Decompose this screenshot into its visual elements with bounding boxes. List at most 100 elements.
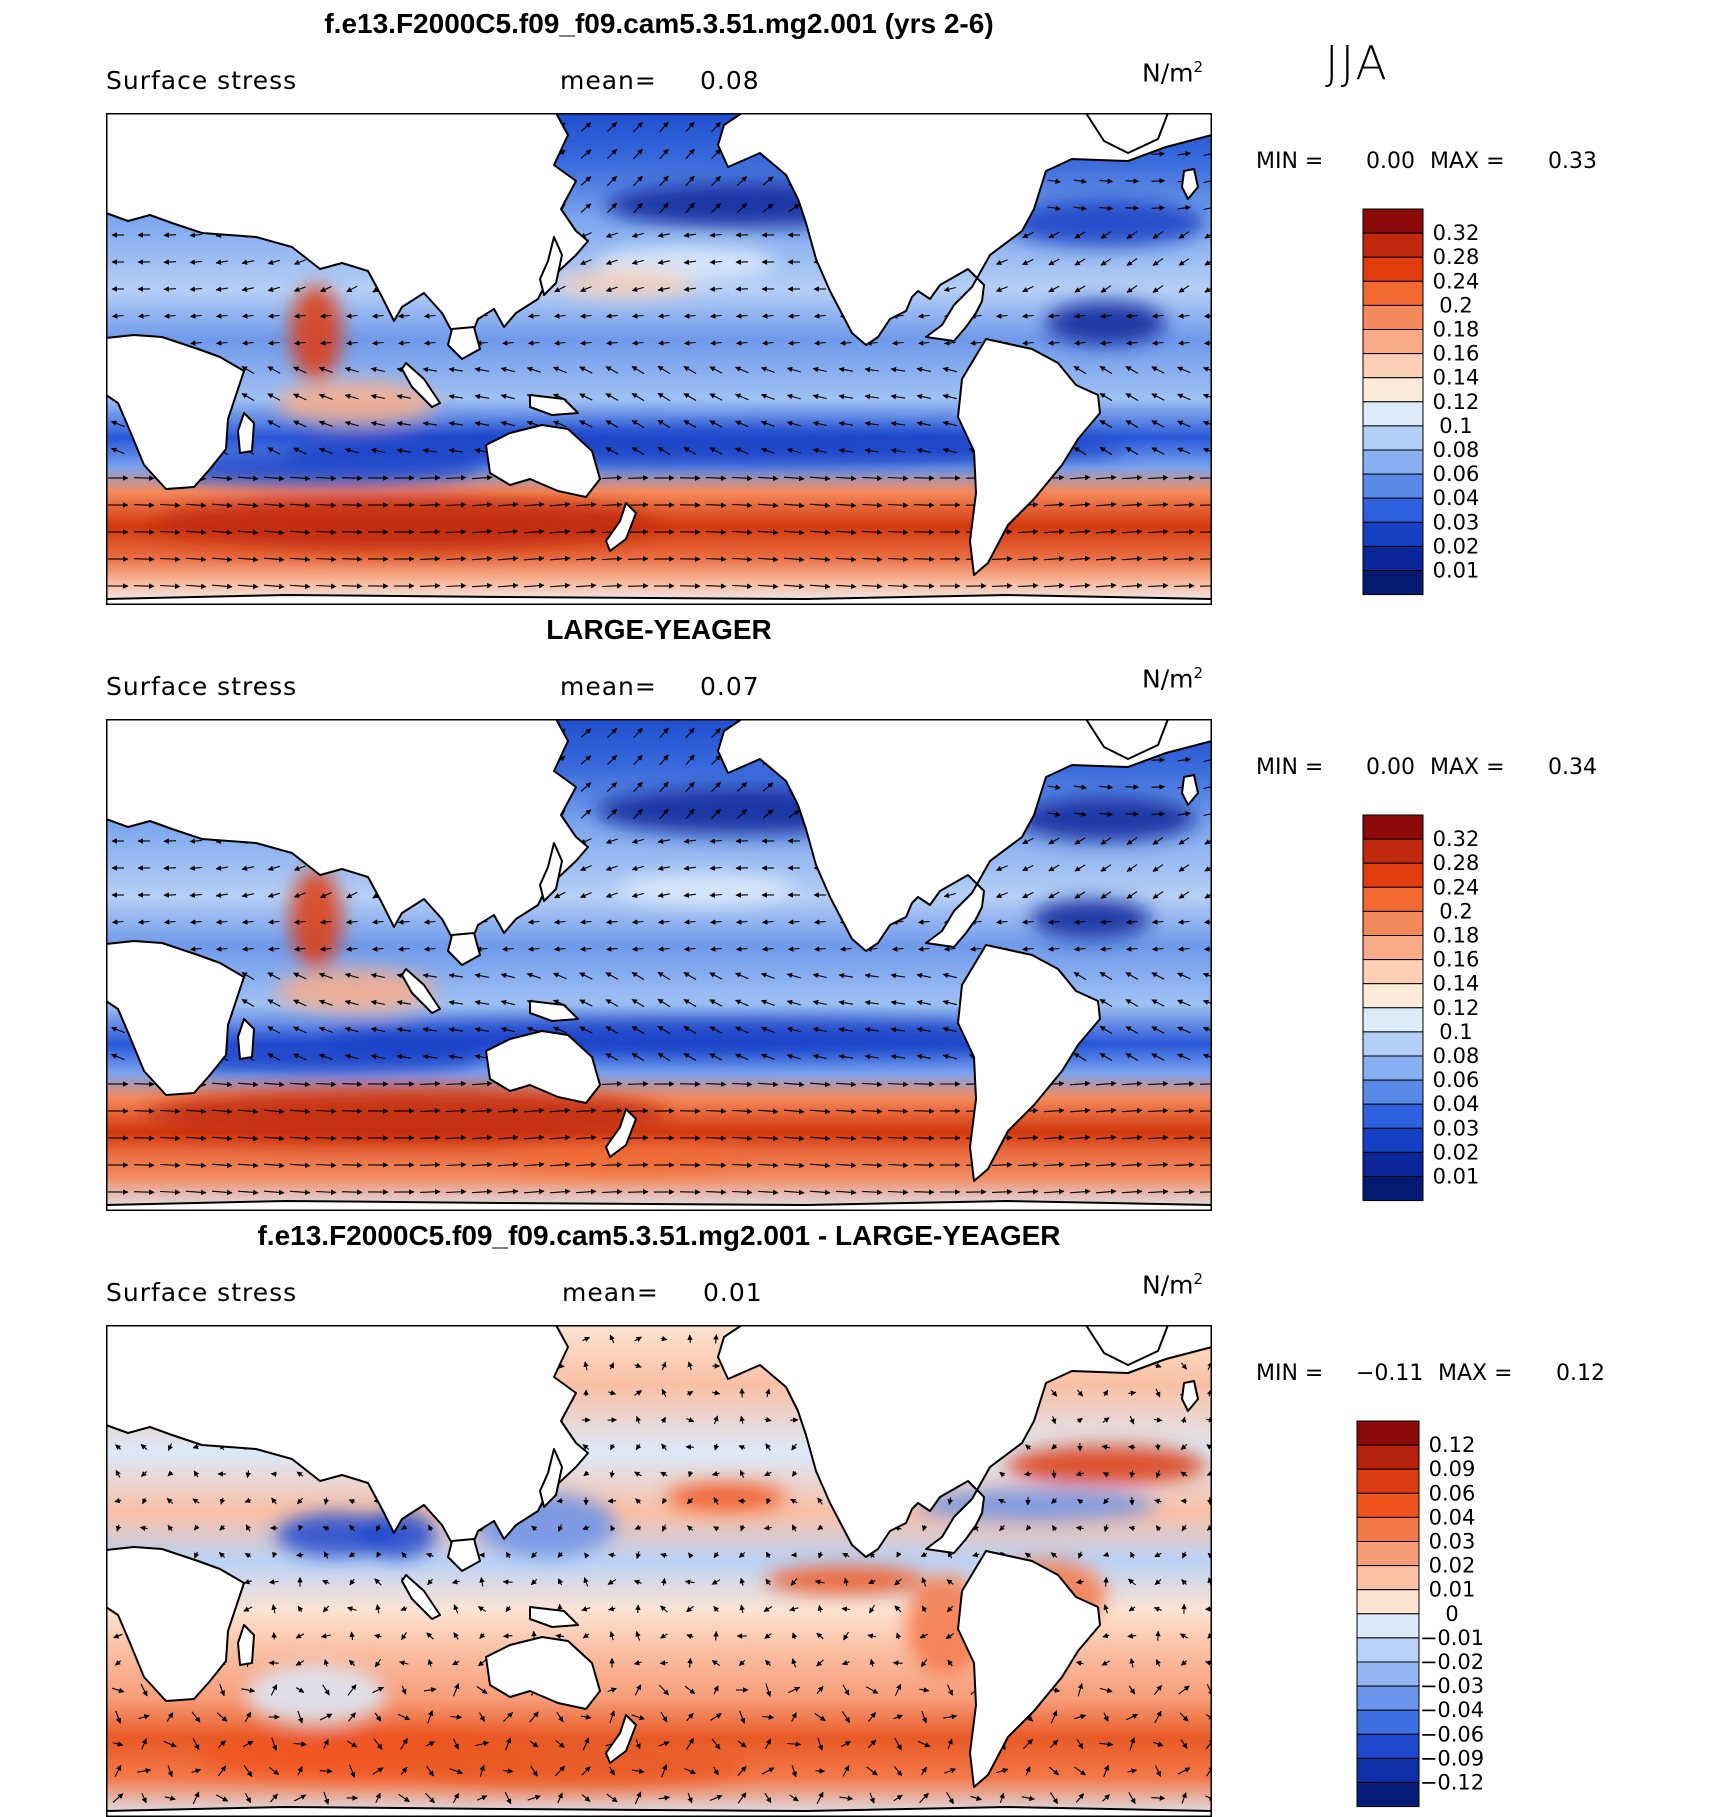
stress-vector bbox=[134, 1165, 154, 1166]
stress-vector bbox=[914, 586, 934, 587]
colorbar-swatch bbox=[1357, 1782, 1419, 1806]
panel-3-title: f.e13.F2000C5.f09_f09.cam5.3.51.mg2.001 … bbox=[106, 1220, 1212, 1252]
colorbar-label: 0.04 bbox=[1429, 1505, 1476, 1529]
colorbar-swatch bbox=[1363, 426, 1423, 450]
panel-1-map-svg bbox=[106, 113, 1212, 605]
panel-2-mean-value: 0.07 bbox=[700, 672, 760, 701]
stress-vector bbox=[914, 1192, 934, 1193]
stress-vector bbox=[914, 1111, 934, 1112]
colorbar-label: −0.12 bbox=[1420, 1770, 1484, 1794]
colorbar-swatch bbox=[1363, 839, 1423, 863]
colorbar-label: 0.24 bbox=[1433, 269, 1480, 293]
colorbar-swatch bbox=[1363, 1056, 1423, 1080]
panel-1-units: N/m2 bbox=[1142, 58, 1203, 87]
stress-vector bbox=[342, 559, 362, 560]
colorbar-swatch bbox=[1363, 498, 1423, 522]
colorbar-label: 0.16 bbox=[1433, 948, 1480, 972]
colorbar-label: 0.01 bbox=[1433, 1164, 1480, 1188]
colorbar-label: 0.09 bbox=[1429, 1457, 1476, 1481]
colorbar-swatch bbox=[1363, 233, 1423, 257]
colorbar-swatch bbox=[1363, 1104, 1423, 1128]
colorbar-swatch bbox=[1357, 1590, 1419, 1614]
colorbar-swatch bbox=[1357, 1686, 1419, 1710]
colorbar-label: 0.06 bbox=[1433, 1068, 1480, 1092]
panel-2-colorbar-svg: 0.320.280.240.20.180.160.140.120.10.080.… bbox=[1362, 814, 1502, 1202]
stress-feature bbox=[246, 1665, 386, 1725]
stress-feature bbox=[1046, 301, 1166, 345]
stress-vector bbox=[1129, 1447, 1136, 1448]
colorbar-label: 0.02 bbox=[1433, 534, 1480, 558]
panel-3-map-svg bbox=[106, 1325, 1212, 1817]
stress-vector bbox=[503, 1582, 512, 1583]
colorbar-label: 0.02 bbox=[1433, 1140, 1480, 1164]
stress-vector bbox=[690, 1335, 691, 1343]
stress-vector bbox=[1152, 208, 1165, 209]
colorbar-swatch bbox=[1357, 1421, 1419, 1445]
colorbar-label: 0.18 bbox=[1433, 923, 1480, 947]
panel-2-min-value: 0.00 bbox=[1366, 755, 1415, 780]
stress-vector bbox=[893, 1663, 902, 1664]
panel-1-title: f.e13.F2000C5.f09_f09.cam5.3.51.mg2.001 … bbox=[106, 8, 1212, 40]
stress-vector bbox=[342, 586, 362, 587]
colorbar-label: −0.04 bbox=[1420, 1698, 1484, 1722]
stress-feature bbox=[616, 873, 796, 905]
colorbar-swatch bbox=[1357, 1614, 1419, 1638]
stress-vector bbox=[342, 505, 362, 506]
colorbar-swatch bbox=[1363, 329, 1423, 353]
panel-1-min-value: 0.00 bbox=[1366, 149, 1415, 174]
stress-vector bbox=[628, 1138, 648, 1139]
colorbar-swatch bbox=[1363, 402, 1423, 426]
colorbar-swatch bbox=[1363, 1176, 1423, 1200]
colorbar-label: 0.04 bbox=[1433, 486, 1480, 510]
colorbar-swatch bbox=[1357, 1566, 1419, 1590]
stress-vector bbox=[628, 532, 648, 533]
stress-vector bbox=[164, 841, 176, 842]
stress-vector bbox=[1152, 181, 1165, 182]
colorbar-swatch bbox=[1363, 863, 1423, 887]
stress-feature bbox=[556, 269, 696, 297]
panel-1-colorbar-svg: 0.320.280.240.20.180.160.140.120.10.080.… bbox=[1362, 208, 1502, 596]
colorbar-swatch bbox=[1363, 960, 1423, 984]
stress-vector bbox=[628, 1084, 648, 1085]
panel-2-max-label: MAX = bbox=[1430, 755, 1505, 780]
colorbar-swatch bbox=[1363, 1152, 1423, 1176]
panel-1-mean-label: mean= bbox=[560, 66, 657, 95]
colorbar-label: 0.06 bbox=[1433, 462, 1480, 486]
stress-vector bbox=[134, 1138, 154, 1139]
colorbar-label: 0.2 bbox=[1439, 899, 1472, 923]
colorbar-swatch bbox=[1363, 281, 1423, 305]
colorbar-label: 0.14 bbox=[1433, 972, 1480, 996]
stress-vector bbox=[638, 1605, 639, 1613]
stress-vector bbox=[134, 478, 154, 479]
stress-feature bbox=[1006, 199, 1206, 247]
colorbar-label: 0.1 bbox=[1439, 414, 1472, 438]
colorbar-label: 0.08 bbox=[1433, 438, 1480, 462]
stress-vector bbox=[134, 559, 154, 560]
colorbar-label: 0.01 bbox=[1433, 558, 1480, 582]
panel-3-mean-label: mean= bbox=[562, 1278, 659, 1307]
stress-vector bbox=[134, 1192, 154, 1193]
stress-vector bbox=[320, 1771, 332, 1772]
colorbar-swatch bbox=[1357, 1445, 1419, 1469]
stress-vector bbox=[628, 1111, 648, 1112]
colorbar-swatch bbox=[1363, 984, 1423, 1008]
stress-vector bbox=[342, 1084, 362, 1085]
panel-3-units: N/m2 bbox=[1142, 1270, 1203, 1299]
stress-feature bbox=[666, 1483, 786, 1511]
colorbar-swatch bbox=[1363, 450, 1423, 474]
panel-1-min-label: MIN = bbox=[1256, 149, 1323, 174]
colorbar-label: 0.28 bbox=[1433, 851, 1480, 875]
colorbar-swatch bbox=[1357, 1710, 1419, 1734]
colorbar-label: 0.18 bbox=[1433, 317, 1480, 341]
stress-vector bbox=[164, 868, 176, 869]
colorbar-swatch bbox=[1363, 815, 1423, 839]
colorbar-swatch bbox=[1363, 209, 1423, 233]
stress-vector bbox=[914, 1084, 934, 1085]
colorbar-swatch bbox=[1363, 1128, 1423, 1152]
stress-vector bbox=[628, 1165, 648, 1166]
colorbar-label: −0.01 bbox=[1420, 1626, 1484, 1650]
stress-vector bbox=[1152, 154, 1165, 155]
panel-3-units-exp: 2 bbox=[1193, 1270, 1203, 1288]
stress-vector bbox=[1132, 1497, 1133, 1505]
stress-vector bbox=[342, 1165, 362, 1166]
